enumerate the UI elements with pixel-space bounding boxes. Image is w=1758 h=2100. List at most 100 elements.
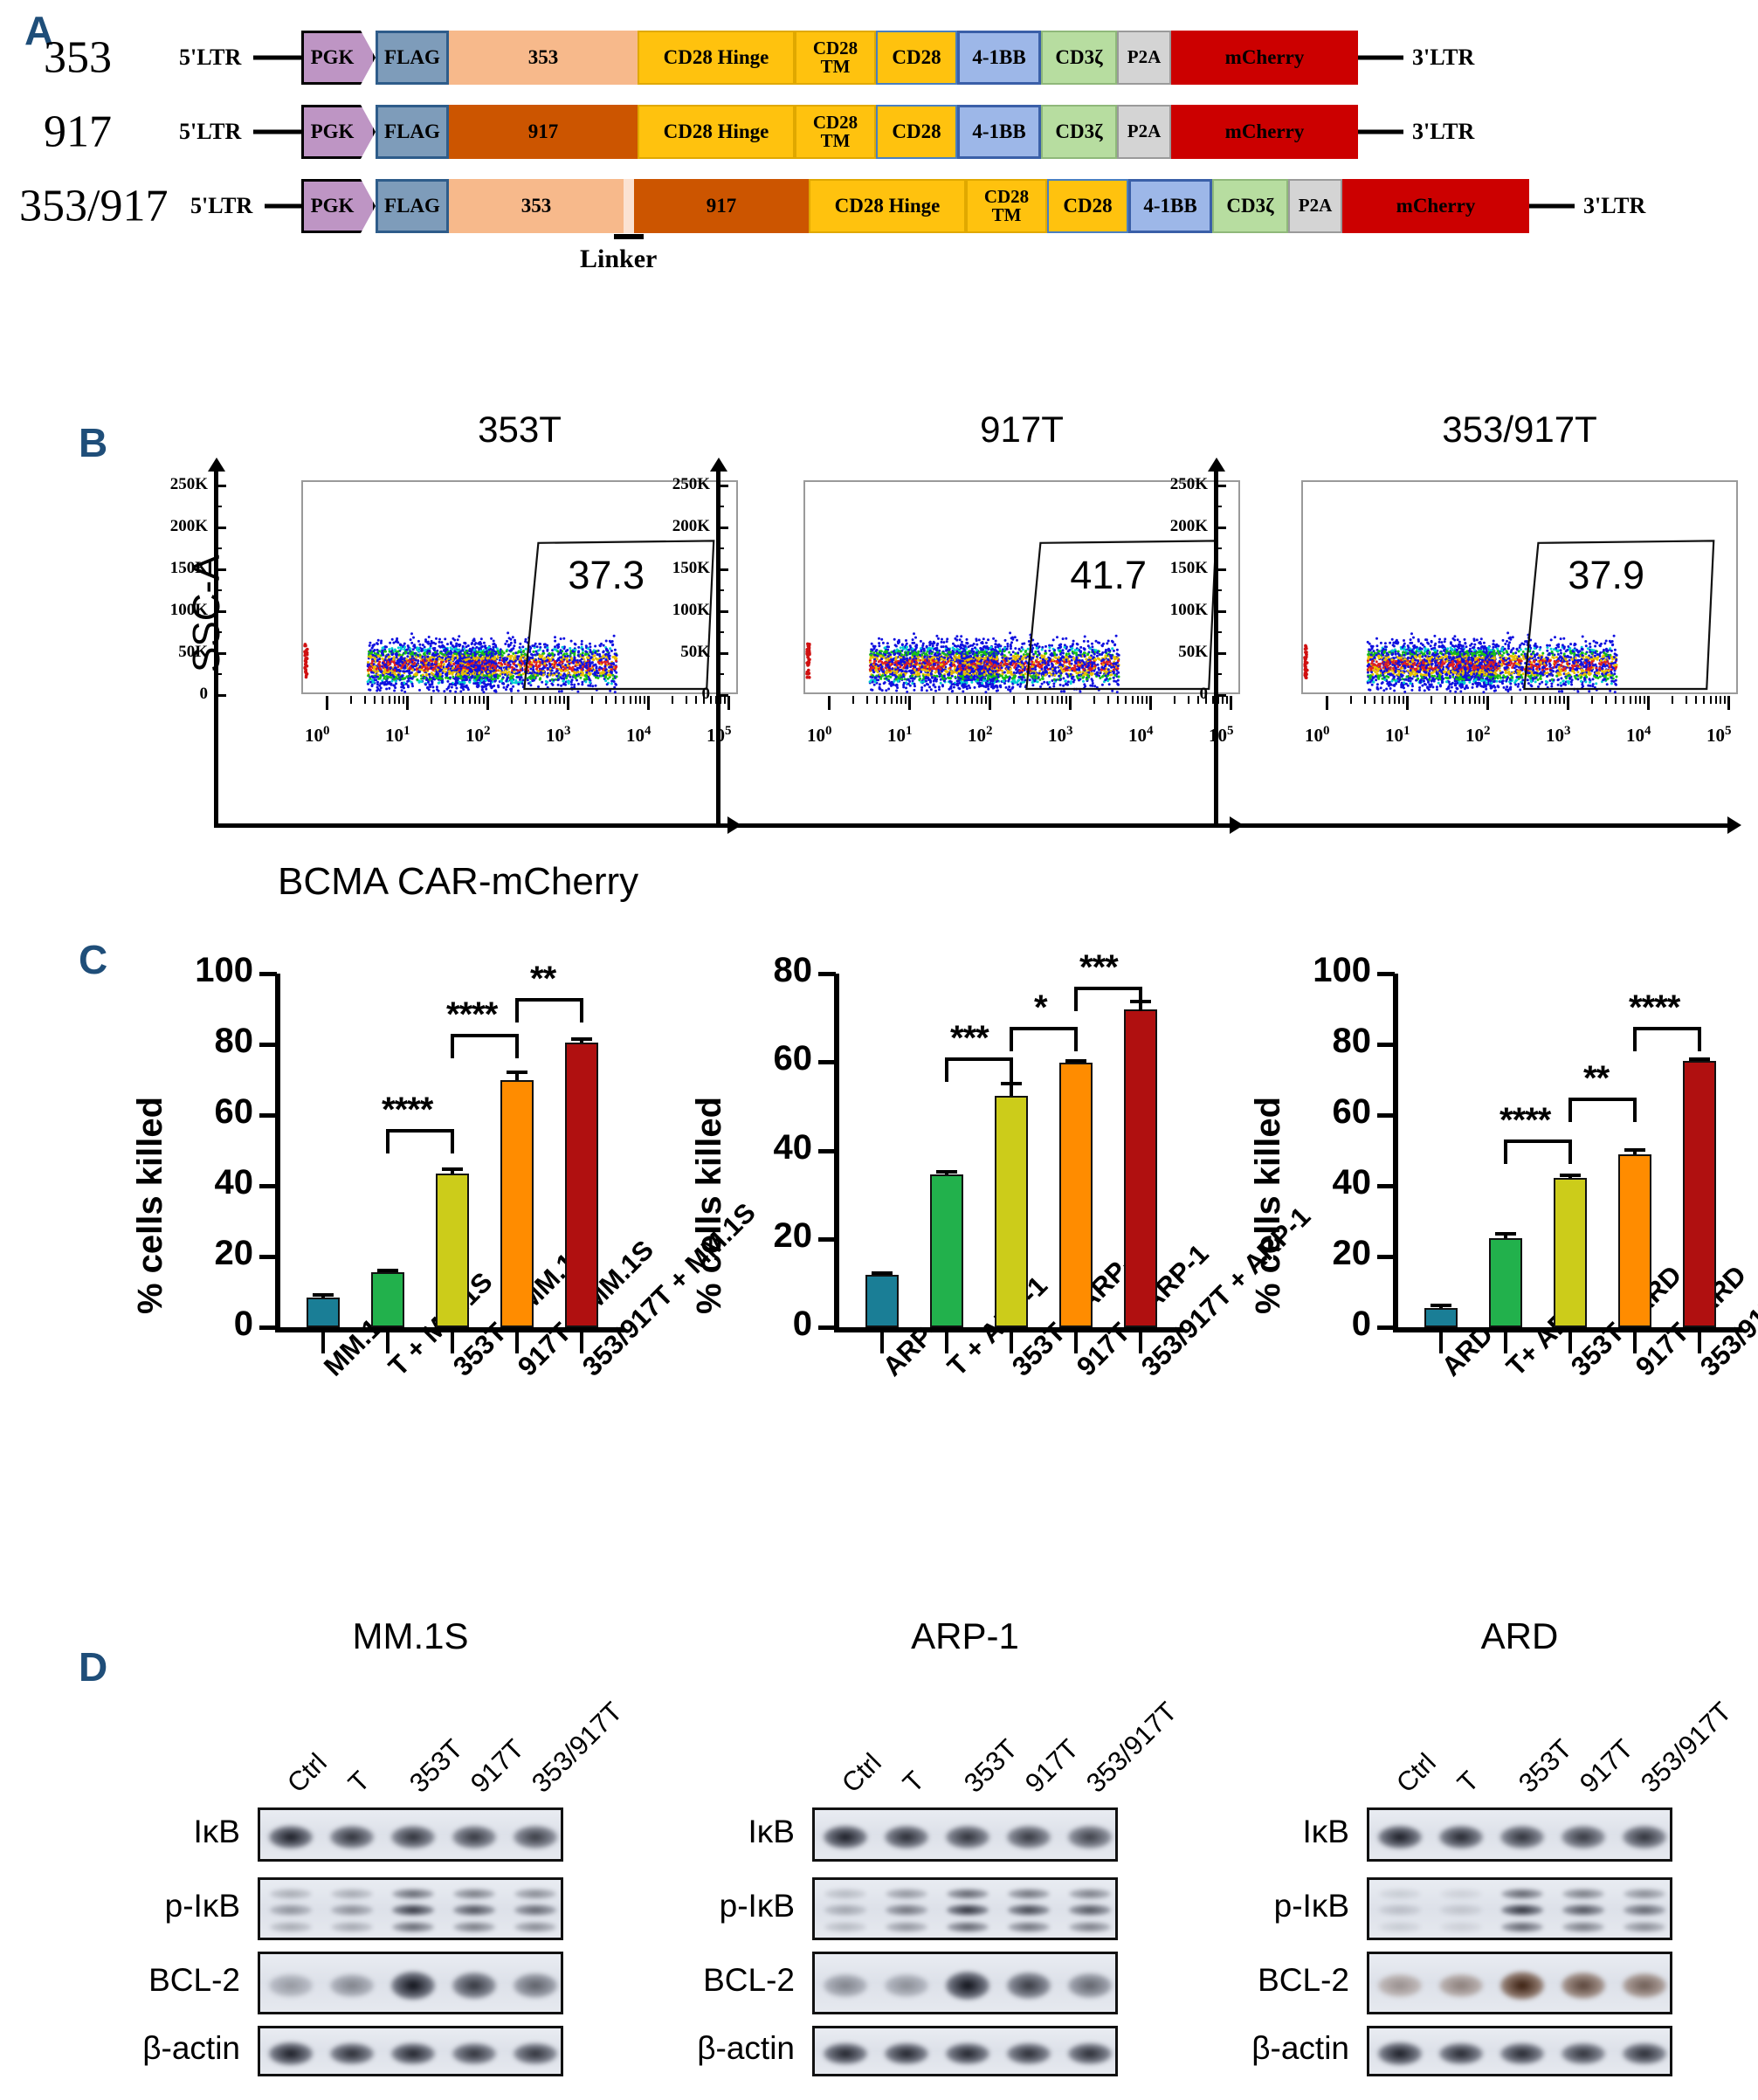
blot-band — [1008, 1888, 1050, 1899]
bar-chart-x-tick — [1698, 1332, 1701, 1353]
bar[interactable] — [1553, 1178, 1588, 1327]
bar-chart-x-tick — [880, 1332, 884, 1353]
flow-x-minor-tick — [904, 696, 907, 704]
flow-x-minor-tick — [548, 696, 551, 704]
blot-band — [1069, 1888, 1111, 1899]
flow-y-tick-label: 150K — [672, 559, 710, 577]
flow-x-minor-tick — [1382, 696, 1384, 704]
construct-segment-cd3z: CD3ζ — [1212, 179, 1288, 233]
construct-segment-cd3z: CD3ζ — [1041, 31, 1117, 85]
construct-segment-hinge: CD28 Hinge — [638, 105, 795, 159]
flow-y-tick-label: 250K — [1169, 475, 1208, 493]
flow-x-tick — [1149, 696, 1152, 710]
blot-lane-label: Ctrl — [1390, 1746, 1442, 1799]
bar[interactable] — [1058, 1063, 1093, 1327]
significance-bracket — [1635, 1026, 1699, 1030]
bar[interactable] — [994, 1096, 1029, 1327]
construct-name-label: 353 — [44, 32, 112, 83]
flow-plot-area[interactable] — [803, 480, 1240, 694]
flow-y-minor-tick — [214, 506, 222, 507]
significance-bracket-leg — [515, 1033, 519, 1058]
bar[interactable] — [1424, 1307, 1458, 1327]
flow-y-tick-label: 50K — [178, 643, 208, 661]
bar-chart-y-tick — [259, 1113, 277, 1118]
bar[interactable] — [564, 1042, 599, 1327]
bar[interactable] — [1617, 1153, 1652, 1327]
flow-x-minor-tick — [1548, 696, 1551, 704]
flow-x-minor-tick — [1044, 696, 1047, 704]
construct-segment-cd28: CD28 — [876, 105, 957, 159]
flow-y-tick-label: 100K — [1169, 601, 1208, 619]
flow-x-minor-tick — [1117, 696, 1120, 704]
construct-name-label: 353/917 — [19, 181, 169, 231]
flow-plot-area[interactable] — [301, 480, 738, 694]
bar[interactable] — [929, 1174, 964, 1327]
construct-segment-flag: FLAG — [376, 105, 449, 159]
flow-x-tick-label: 105 — [1209, 724, 1234, 746]
blot-band — [1067, 2042, 1113, 2065]
blot-lane-label: 353T — [1513, 1733, 1578, 1799]
construct-segment-mch: mCherry — [1171, 31, 1358, 85]
flow-x-tick — [1486, 696, 1489, 710]
flow-x-minor-tick — [1468, 696, 1471, 704]
flow-x-minor-tick — [590, 696, 593, 704]
construct-segment-pgk: PGK — [301, 179, 376, 233]
bar-chart-x-tick — [321, 1332, 325, 1353]
flow-scatter-dots — [805, 540, 1217, 694]
bar[interactable] — [370, 1271, 405, 1327]
blot-lane-label: Ctrl — [281, 1746, 333, 1799]
blot-band — [1622, 2042, 1667, 2065]
significance-bracket — [1570, 1097, 1635, 1101]
flow-x-minor-tick — [720, 696, 722, 704]
blot-row-label: β-actin — [142, 2030, 240, 2066]
bar[interactable] — [500, 1079, 534, 1327]
flow-y-minor-tick — [716, 631, 724, 633]
bar-chart-y-tick — [1377, 1325, 1395, 1330]
flow-y-axis-arrow — [1208, 458, 1225, 472]
flow-x-minor-tick — [534, 696, 537, 704]
bar[interactable] — [1123, 1009, 1158, 1327]
blot-band — [947, 1888, 989, 1899]
flow-x-tick-label: 102 — [465, 724, 491, 746]
flow-x-minor-tick — [1374, 696, 1376, 704]
blot-band — [452, 2042, 497, 2065]
blot-band — [884, 1974, 929, 1997]
flow-plot-area[interactable] — [1301, 480, 1738, 694]
blot-band — [270, 1921, 312, 1933]
blot-row-label: BCL-2 — [1258, 1962, 1349, 1998]
blot-band — [514, 1921, 556, 1933]
flow-y-tick-label: 250K — [169, 475, 208, 493]
blot-lane-label: T — [897, 1765, 931, 1799]
flow-x-tick — [406, 696, 409, 710]
bar-chart-y-tick-label: 0 — [792, 1305, 812, 1343]
flow-x-tick-label: 100 — [807, 724, 832, 746]
bar[interactable] — [435, 1174, 470, 1327]
blot-lane-label: 917T — [1574, 1733, 1639, 1799]
construct-lead-line — [265, 203, 301, 209]
flow-x-minor-tick — [1173, 696, 1175, 704]
flow-x-minor-tick — [1534, 696, 1537, 704]
linker-tick-mark — [614, 234, 644, 239]
bar[interactable] — [1488, 1237, 1523, 1327]
flow-x-tick-label: 102 — [968, 724, 993, 746]
flow-x-minor-tick — [604, 696, 607, 704]
flow-x-minor-tick — [1723, 696, 1726, 704]
bar[interactable] — [1682, 1061, 1717, 1327]
flow-y-tick-label: 0 — [199, 685, 209, 703]
flow-y-minor-tick — [1214, 506, 1222, 507]
flow-x-minor-tick — [1444, 696, 1446, 704]
flow-y-tick — [1214, 610, 1226, 613]
blot-band — [453, 1888, 495, 1899]
flow-x-tick-label: 103 — [1048, 724, 1073, 746]
significance-bracket-leg — [1633, 1097, 1637, 1122]
blot-strip — [258, 2026, 563, 2076]
flow-x-minor-tick — [1639, 696, 1642, 704]
bar[interactable] — [865, 1275, 900, 1327]
flow-y-tick — [1214, 694, 1226, 697]
flow-gate-polygon — [1025, 540, 1217, 691]
flow-x-axis-label: BCMA CAR-mCherry — [278, 860, 639, 903]
flow-x-tick — [1647, 696, 1650, 710]
bar-chart-y-tick-label: 100 — [1313, 951, 1371, 989]
flow-x-minor-tick — [1012, 696, 1015, 704]
bar[interactable] — [306, 1298, 341, 1327]
